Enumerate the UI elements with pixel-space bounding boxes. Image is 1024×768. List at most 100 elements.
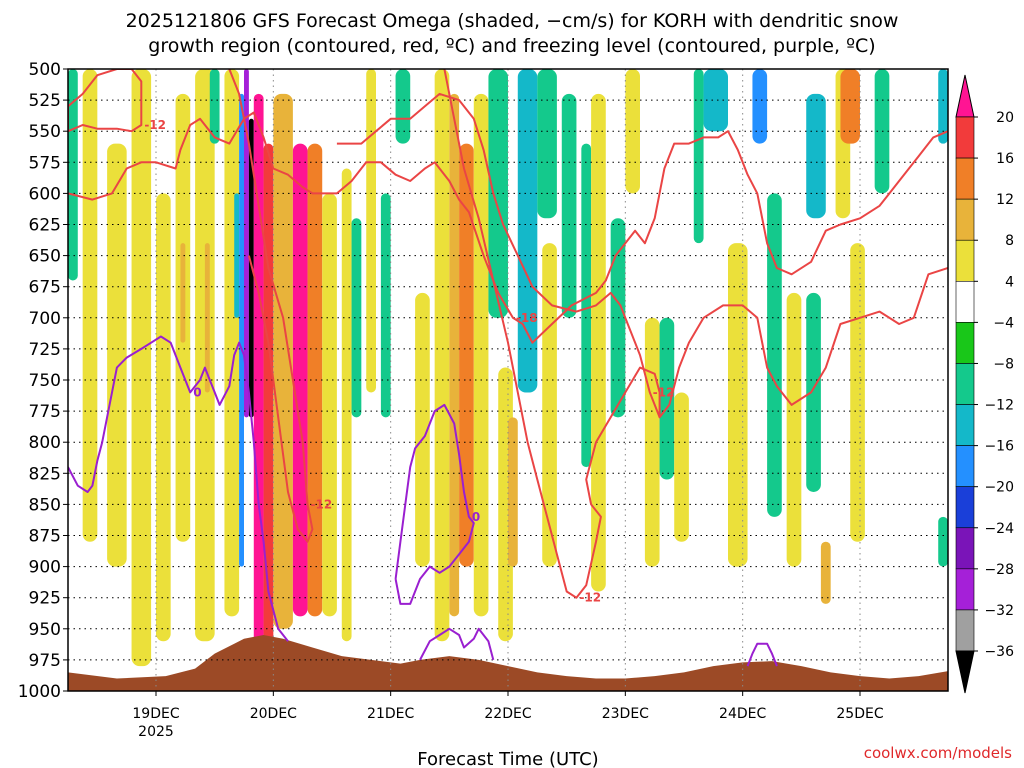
omega-cell-53 [820, 541, 831, 604]
colorbar-label-5: −4 [993, 315, 1014, 331]
omega-cell-37 [561, 93, 577, 318]
omega-cell-41 [625, 69, 640, 194]
colorbar-swatch-0 [955, 116, 975, 159]
freezing-contour-2 [419, 627, 495, 661]
colorbar-label-2: 12 [996, 192, 1014, 208]
y-tick-label-850: 850 [29, 495, 61, 515]
dendritic-contour-1 [68, 111, 948, 344]
freezing-contour-0 [68, 335, 289, 642]
dendritic-contour-label-0: -12 [144, 118, 166, 132]
contour-layer: -12 -18 -12 -12 -12 0 0 [68, 69, 948, 667]
time-axis: 19DEC 2025 20DEC 21DEC 22DEC 23DEC 24DEC 25DEC [132, 691, 884, 740]
freezing-contour-label-0: 0 [193, 385, 201, 399]
omega-cell-25 [395, 69, 411, 144]
omega-cell-3 [131, 69, 152, 667]
omega-cell-21 [341, 168, 352, 642]
dendritic-contour-label-1: -18 [516, 311, 538, 325]
freezing-contour-3 [746, 642, 778, 667]
y-tick-label-925: 925 [29, 589, 61, 609]
colorbar-label-11: −28 [984, 562, 1014, 578]
x-tick-sublabel-19DEC: 2025 [138, 724, 174, 740]
dendritic-contour-2 [228, 69, 314, 543]
omega-cell-58 [938, 69, 948, 144]
omega-cell-29 [459, 143, 474, 567]
omega-cell-45 [693, 69, 704, 244]
y-tick-label-675: 675 [29, 278, 61, 298]
omega-cell-52 [806, 292, 821, 492]
omega-cell-28 [449, 93, 460, 617]
y-tick-label-550: 550 [29, 122, 61, 142]
y-tick-label-525: 525 [29, 91, 61, 111]
y-tick-label-900: 900 [29, 558, 61, 578]
colorbar-swatch-6 [955, 363, 975, 405]
colorbar-swatch-5 [955, 322, 975, 364]
omega-cell-36 [542, 243, 557, 567]
omega-cell-46 [703, 69, 728, 132]
omega-cell-0 [68, 69, 78, 281]
omega-cell-34 [517, 69, 538, 393]
colorbar-label-0: 20 [996, 110, 1014, 126]
x-axis-label: Forecast Time (UTC) [417, 749, 598, 768]
omega-cell-50 [786, 292, 802, 567]
omega-cell-30 [473, 93, 489, 617]
omega-cell-55 [840, 69, 860, 144]
omega-cell-13 [244, 69, 249, 418]
dendritic-contour-0 [68, 69, 143, 133]
x-tick-label-20DEC: 20DEC [250, 706, 297, 722]
colorbar-swatch-7 [955, 404, 975, 446]
colorbar-label-13: −36 [984, 644, 1014, 660]
x-tick-label-24DEC: 24DEC [719, 706, 766, 722]
omega-cell-33 [508, 417, 518, 567]
colorbar-label-7: −12 [984, 398, 1014, 414]
omega-cell-2 [107, 143, 127, 567]
omega-cell-20 [322, 193, 337, 617]
omega-cell-11 [234, 193, 240, 318]
omega-cell-10 [224, 69, 240, 617]
y-tick-label-650: 650 [29, 247, 61, 267]
colorbar-top-arrow [955, 74, 975, 118]
colorbar-swatch-8 [955, 445, 975, 487]
colorbar-swatch-11 [955, 568, 975, 611]
dendritic-contour-label-4: -12 [579, 591, 601, 605]
y-tick-label-975: 975 [29, 651, 61, 671]
dendritic-contour-label-3: -12 [653, 385, 675, 399]
omega-cell-9 [209, 69, 220, 144]
colorbar-swatch-9 [955, 486, 975, 529]
omega-cell-44 [674, 392, 689, 542]
colorbar-swatch-4 [955, 281, 975, 323]
omega-cell-22 [351, 218, 362, 418]
dendritic-contour-3 [336, 92, 948, 419]
y-tick-label-625: 625 [29, 216, 61, 236]
omega-cell-59 [938, 516, 948, 567]
freezing-contour-1 [394, 403, 475, 605]
colorbar-label-3: 8 [1005, 233, 1014, 249]
omega-cell-47 [728, 243, 748, 567]
credit-link[interactable]: coolwx.com/models [864, 744, 1012, 762]
omega-cell-24 [380, 193, 391, 418]
x-tick-label-23DEC: 23DEC [602, 706, 649, 722]
omega-cell-51 [806, 93, 826, 219]
omega-cell-48 [752, 69, 768, 144]
colorbar-label-12: −32 [984, 603, 1014, 619]
omega-cell-4 [156, 193, 171, 642]
y-tick-label-575: 575 [29, 153, 61, 173]
colorbar-swatch-1 [955, 157, 975, 200]
chart-title-line-1: 2025121806 GFS Forecast Omega (shaded, −… [126, 10, 899, 32]
omega-cell-39 [591, 93, 606, 592]
y-tick-label-600: 600 [29, 184, 61, 204]
omega-cell-16 [263, 143, 274, 654]
omega-cell-49 [767, 193, 782, 517]
omega-cell-27 [434, 69, 450, 642]
omega-cell-26 [415, 292, 430, 567]
omega-shading-layer [68, 69, 948, 667]
colorbar-swatch-10 [955, 527, 975, 570]
colorbar-label-10: −24 [984, 521, 1014, 537]
colorbar-label-9: −20 [984, 480, 1014, 496]
omega-cell-19 [307, 143, 323, 617]
x-tick-label-19DEC: 19DEC [132, 706, 179, 722]
y-tick-label-1000: 1000 [18, 682, 61, 702]
omega-cell-8 [204, 243, 210, 393]
omega-cell-43 [659, 317, 675, 480]
colorbar-bottom-arrow [955, 650, 975, 694]
